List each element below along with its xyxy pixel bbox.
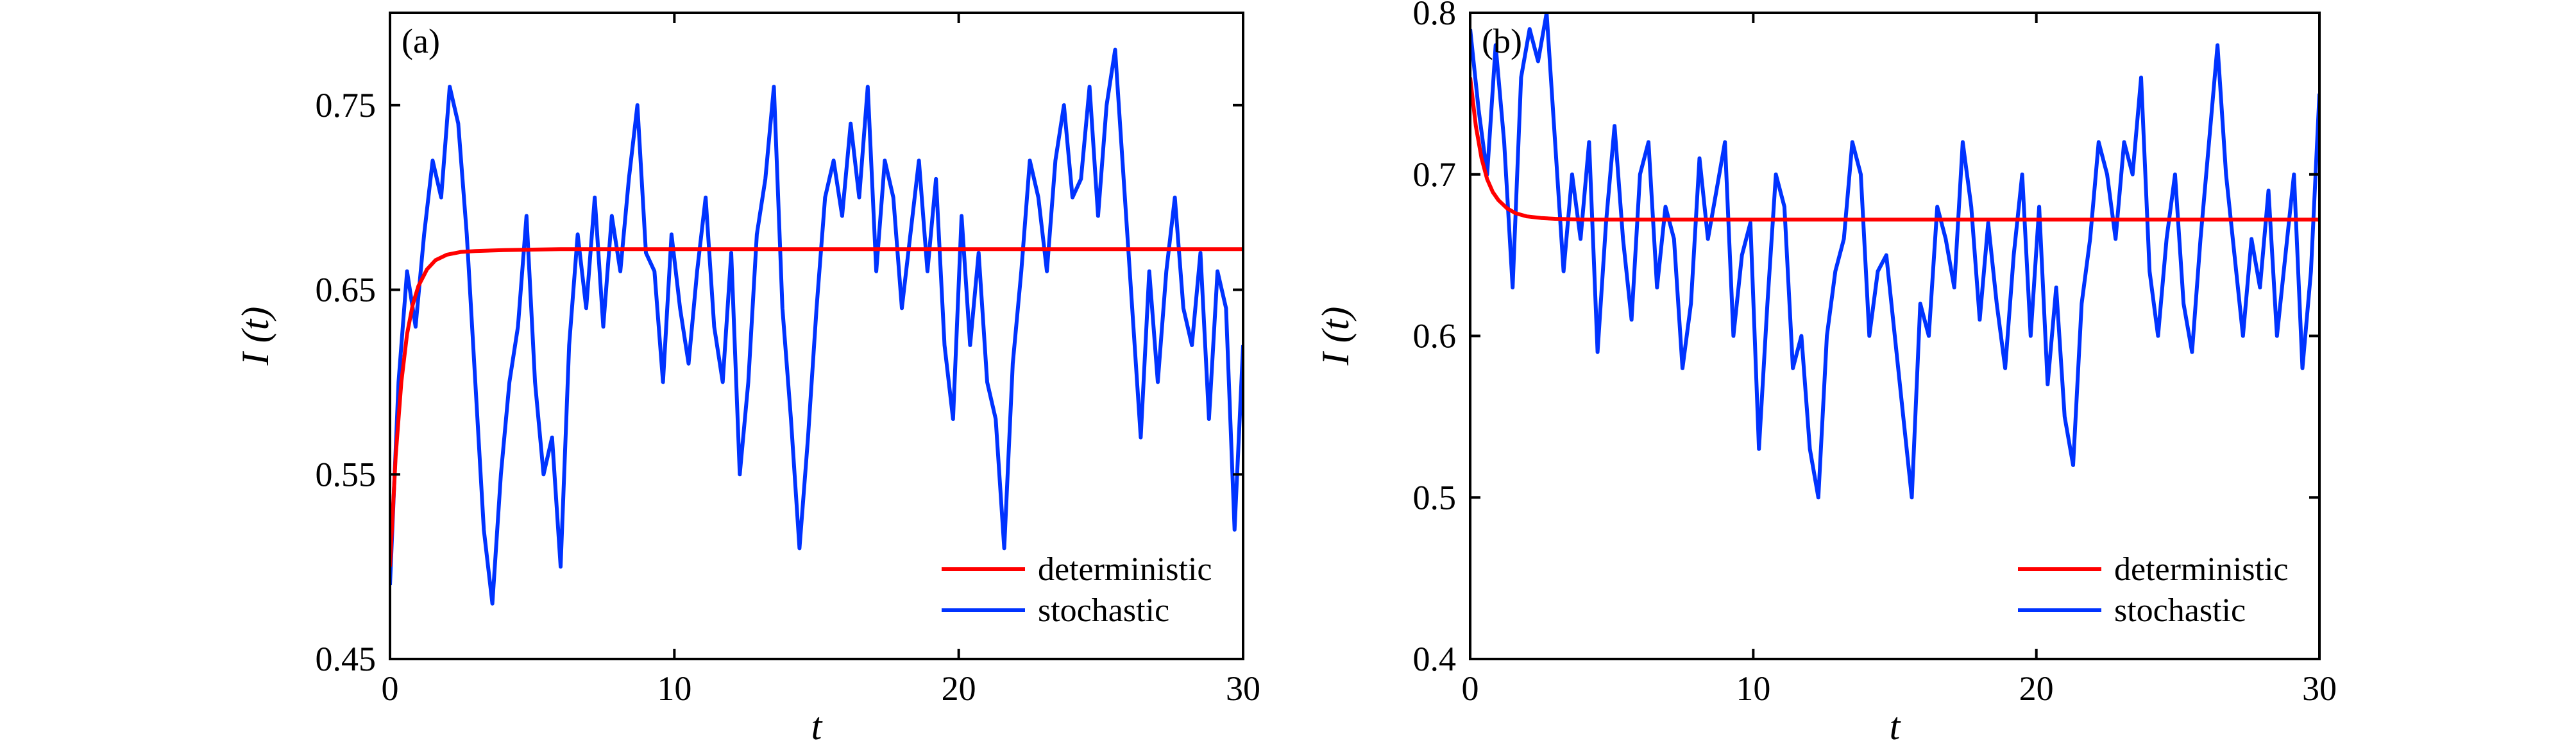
y-tick-label: 0.45 <box>316 640 377 678</box>
legend-entry-deterministic: deterministic <box>2114 551 2288 588</box>
y-axis-label: I (t) <box>1314 307 1357 366</box>
series-line-deterministic <box>1470 77 2319 222</box>
panel-b: 0 10 20 30 0.4 0.5 0.6 0.7 0.8 t I (t) (b) determini… <box>1314 0 2337 745</box>
y-tick-label: 0.55 <box>316 455 377 493</box>
x-tick-label: 0 <box>1462 669 1479 708</box>
y-tick-label: 0.75 <box>316 86 377 124</box>
plot-frame <box>389 12 1244 660</box>
y-tick-label: 0.6 <box>1413 317 1457 355</box>
panel-label: (a) <box>402 22 440 60</box>
x-tick-label: 30 <box>1226 669 1260 708</box>
x-tick-label: 0 <box>382 669 399 708</box>
series-line-deterministic <box>390 247 1243 567</box>
panel-label: (b) <box>1482 22 1522 60</box>
x-tick-label: 10 <box>657 669 691 708</box>
y-tick-label: 0.8 <box>1413 0 1457 32</box>
series-line-stochastic <box>1470 13 2319 500</box>
legend-entry-stochastic: stochastic <box>1038 592 1169 629</box>
x-tick-label: 20 <box>2019 669 2054 708</box>
y-axis-label: I (t) <box>234 307 276 366</box>
x-tick-label: 30 <box>2302 669 2337 708</box>
x-tick-label: 20 <box>942 669 976 708</box>
series-line-stochastic <box>390 47 1243 606</box>
y-tick-label: 0.7 <box>1413 155 1457 194</box>
x-tick-label: 10 <box>1736 669 1770 708</box>
y-tick-label: 0.5 <box>1413 478 1457 517</box>
y-tick-label: 0.4 <box>1413 640 1457 678</box>
legend-entry-deterministic: deterministic <box>1038 551 1212 588</box>
x-axis-label: t <box>1890 705 1901 745</box>
x-axis-label: t <box>811 705 823 745</box>
y-tick-label: 0.65 <box>316 271 377 309</box>
legend-entry-stochastic: stochastic <box>2114 592 2246 629</box>
panel-a: 0 10 20 30 0.45 0.55 0.65 0.75 t I (t) (a) determin… <box>234 12 1260 745</box>
